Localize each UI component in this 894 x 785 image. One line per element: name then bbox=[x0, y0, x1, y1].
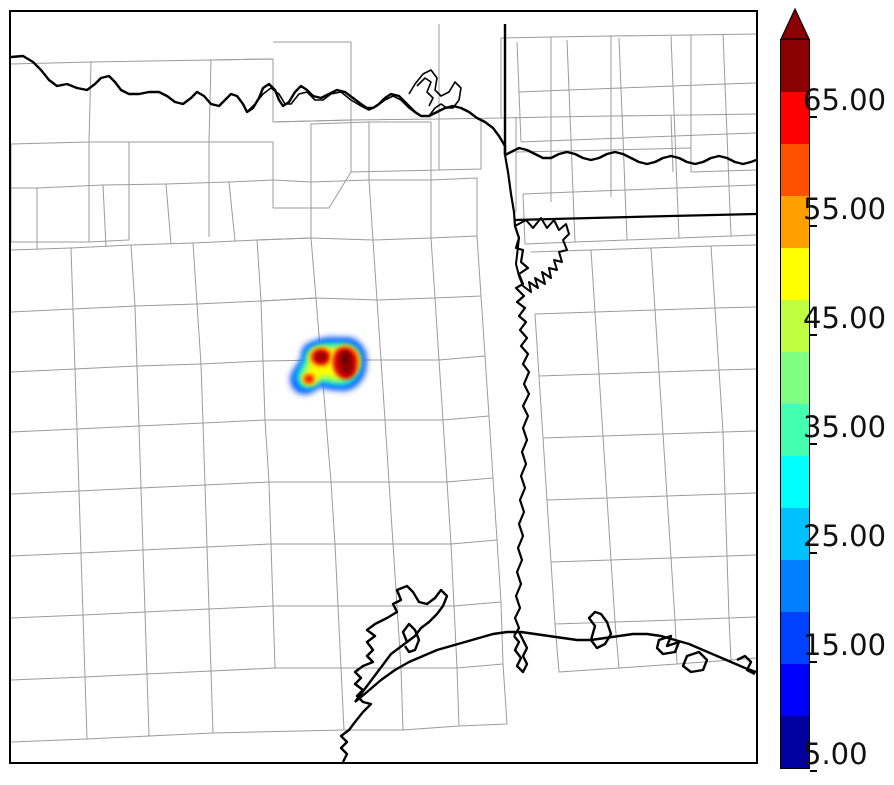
colorbar-band bbox=[781, 196, 809, 248]
reflectivity-colorbar bbox=[776, 8, 818, 772]
gulf-coastline bbox=[339, 584, 756, 762]
colorbar-band bbox=[781, 40, 809, 92]
colorbar-band bbox=[781, 404, 809, 456]
state-border-arkansas-louisiana bbox=[514, 212, 756, 222]
colorbar-tick-label: 15.00 bbox=[803, 628, 887, 662]
colorbar-tick bbox=[810, 116, 817, 118]
state-border-texas-louisiana bbox=[503, 154, 531, 637]
colorbar-band bbox=[781, 560, 809, 612]
colorbar-tick-labels: 65.00 55.00 45.00 35.00 25.00 15.00 5.00 bbox=[803, 0, 894, 785]
county-boundaries bbox=[11, 24, 756, 243]
colorbar-band bbox=[781, 612, 809, 664]
map-canvas bbox=[11, 12, 756, 762]
colorbar-tick bbox=[810, 770, 817, 772]
colorbar-ticks bbox=[810, 39, 818, 772]
colorbar-tick-label: 45.00 bbox=[803, 301, 887, 335]
colorbar-band bbox=[781, 92, 809, 144]
colorbar-tick bbox=[810, 661, 817, 663]
storm-cell bbox=[290, 337, 367, 394]
colorbar-band bbox=[781, 456, 809, 508]
colorbar-tick bbox=[810, 443, 817, 445]
map-background bbox=[11, 12, 756, 762]
colorbar-band bbox=[781, 664, 809, 716]
colorbar-band bbox=[781, 248, 809, 300]
colorbar-tick-label: 35.00 bbox=[803, 410, 887, 444]
colorbar-tick-label: 25.00 bbox=[803, 519, 887, 553]
colorbar-band bbox=[781, 508, 809, 560]
colorbar-tick-label: 55.00 bbox=[803, 192, 887, 226]
colorbar-tick bbox=[810, 334, 817, 336]
colorbar-tick-label: 5.00 bbox=[803, 737, 868, 771]
colorbar-tick-label: 65.00 bbox=[803, 83, 887, 117]
map-panel bbox=[9, 10, 758, 764]
red-river-detail bbox=[246, 69, 462, 117]
colorbar-tick bbox=[810, 225, 817, 227]
colorbar-tick bbox=[810, 552, 817, 554]
colorbar-band bbox=[781, 144, 809, 196]
colorbar-band bbox=[781, 716, 809, 768]
toledo-bend-reservoir bbox=[514, 217, 570, 293]
state-border-texas-oklahoma bbox=[11, 54, 756, 166]
colorbar-bands bbox=[780, 39, 810, 769]
colorbar-band bbox=[781, 352, 809, 404]
colorbar-band bbox=[781, 300, 809, 352]
